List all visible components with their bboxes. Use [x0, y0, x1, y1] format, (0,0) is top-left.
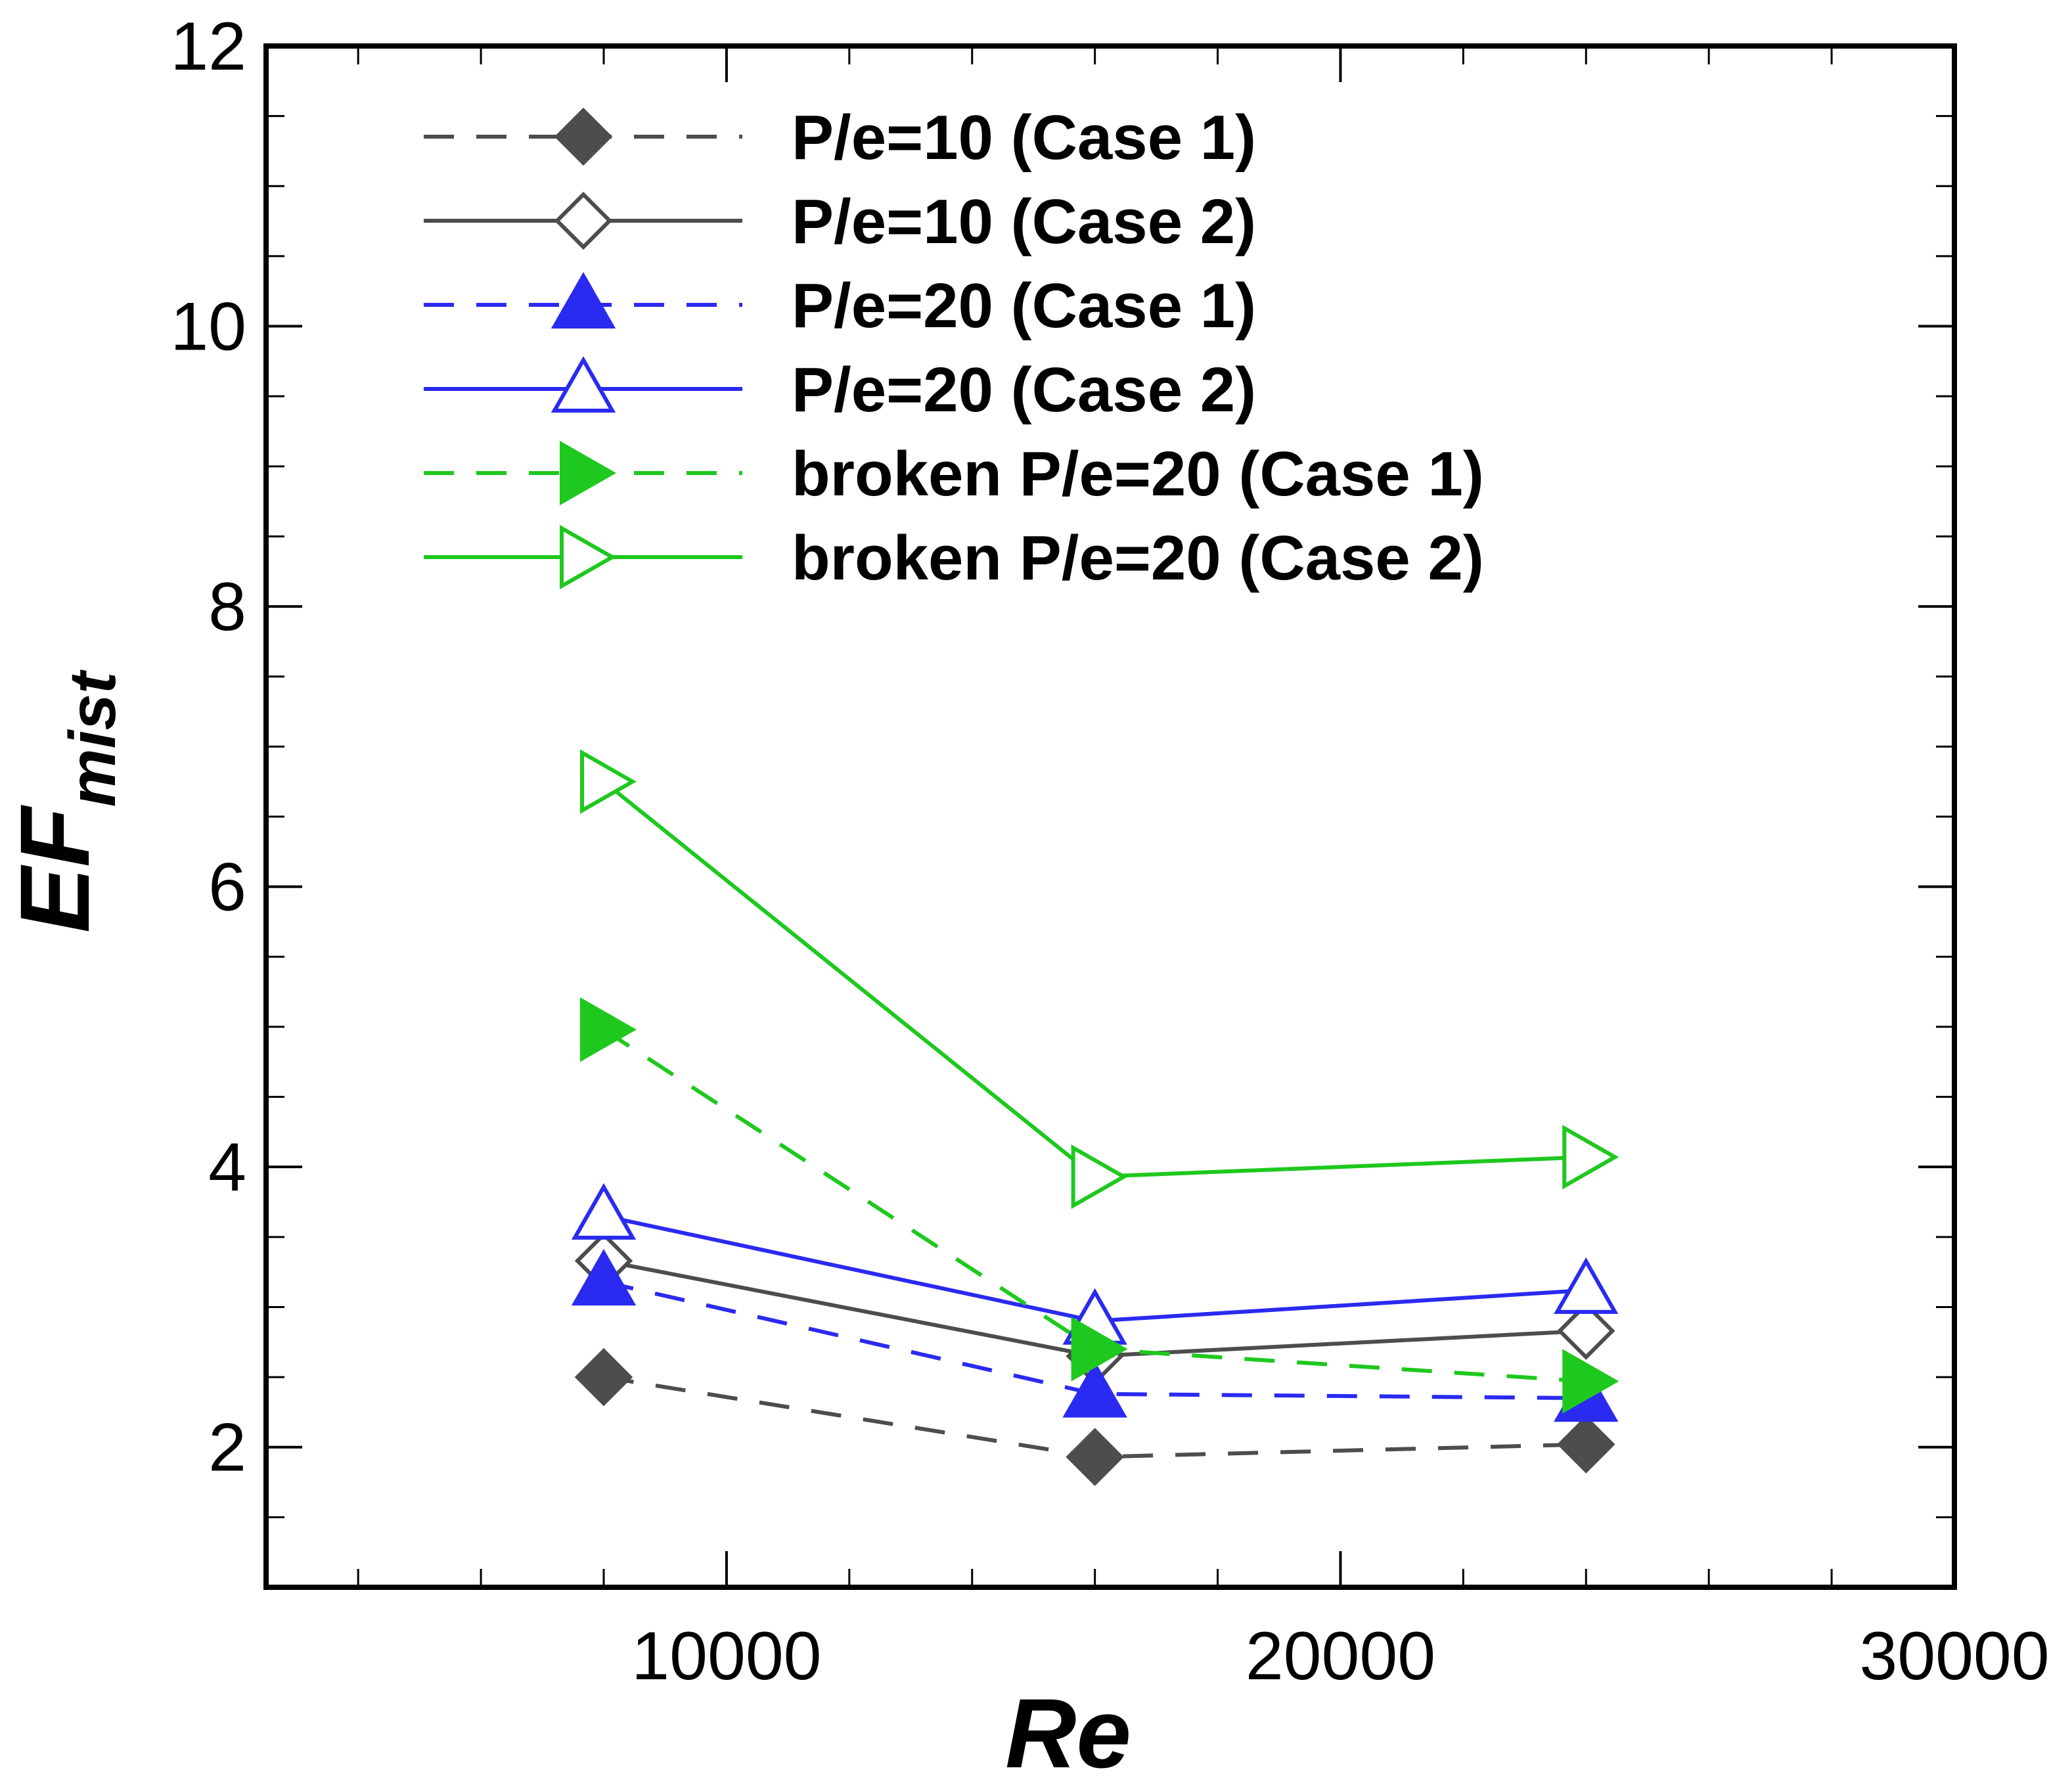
series-4 [571, 1183, 1619, 1345]
y-axis-title: EFmist [0, 669, 129, 933]
data-point-marker [580, 997, 637, 1062]
series-1 [574, 1347, 1615, 1486]
legend: P/e=10 (Case 1) P/e=10 (Case 2) P/e=20 (Ca… [424, 102, 1484, 593]
series-layer [571, 749, 1619, 1486]
legend-entry: P/e=10 (Case 1) [424, 102, 1256, 173]
x-tick-label: 10000 [631, 1618, 821, 1694]
data-point-marker [571, 1249, 637, 1306]
data-point-marker [574, 1347, 633, 1407]
series-line [602, 780, 1587, 1179]
data-point-marker [1062, 1361, 1127, 1418]
series-line [603, 1280, 1587, 1401]
legend-label: P/e=10 (Case 2) [792, 187, 1256, 257]
data-point-marker [1562, 1125, 1619, 1190]
legend-entry: broken P/e=20 (Case 2) [424, 523, 1484, 593]
legend-label: broken P/e=20 (Case 2) [792, 523, 1484, 593]
legend-marker [551, 355, 616, 413]
x-axis-title: Re [1005, 1678, 1131, 1787]
y-tick-label: 12 [170, 9, 246, 85]
series-5 [580, 997, 1619, 1414]
data-point-marker [1562, 1349, 1619, 1414]
y-tick-label: 8 [208, 569, 246, 645]
legend-label: P/e=20 (Case 1) [792, 271, 1256, 341]
y-tick-label: 10 [170, 289, 246, 365]
x-tick-label: 20000 [1246, 1618, 1435, 1694]
y-tick-label: 2 [208, 1410, 246, 1486]
legend-entry: P/e=20 (Case 1) [424, 271, 1256, 341]
legend-marker [554, 191, 613, 250]
y-axis-title-main: EF [0, 805, 110, 933]
legend-entry: broken P/e=20 (Case 1) [424, 439, 1484, 509]
legend-marker [560, 524, 617, 590]
series-6 [580, 749, 1619, 1210]
data-point-marker [1557, 1415, 1615, 1474]
legend-label: broken P/e=20 (Case 1) [792, 439, 1484, 509]
data-point-marker [1071, 1317, 1128, 1382]
y-tick-label: 6 [208, 849, 246, 926]
y-tick-label: 4 [208, 1129, 246, 1206]
data-point-marker [571, 1183, 637, 1240]
axis-ticks: 10000 20000 30000 2 4 6 8 10 12 [170, 9, 2049, 1694]
data-point-marker [1554, 1257, 1619, 1314]
legend-marker [554, 107, 613, 166]
x-tick-label: 30000 [1859, 1618, 2049, 1694]
legend-entry: P/e=20 (Case 2) [424, 355, 1256, 425]
data-point-marker [1066, 1428, 1124, 1486]
legend-marker [560, 440, 617, 506]
data-point-marker [580, 749, 637, 814]
legend-label: P/e=20 (Case 2) [792, 355, 1256, 425]
y-axis-title-subscript: mist [56, 669, 129, 807]
data-point-marker [1071, 1144, 1128, 1210]
legend-marker [551, 271, 616, 328]
data-point-marker [1557, 1301, 1615, 1360]
legend-entry: P/e=10 (Case 2) [424, 187, 1256, 257]
legend-label: P/e=10 (Case 1) [792, 102, 1256, 173]
